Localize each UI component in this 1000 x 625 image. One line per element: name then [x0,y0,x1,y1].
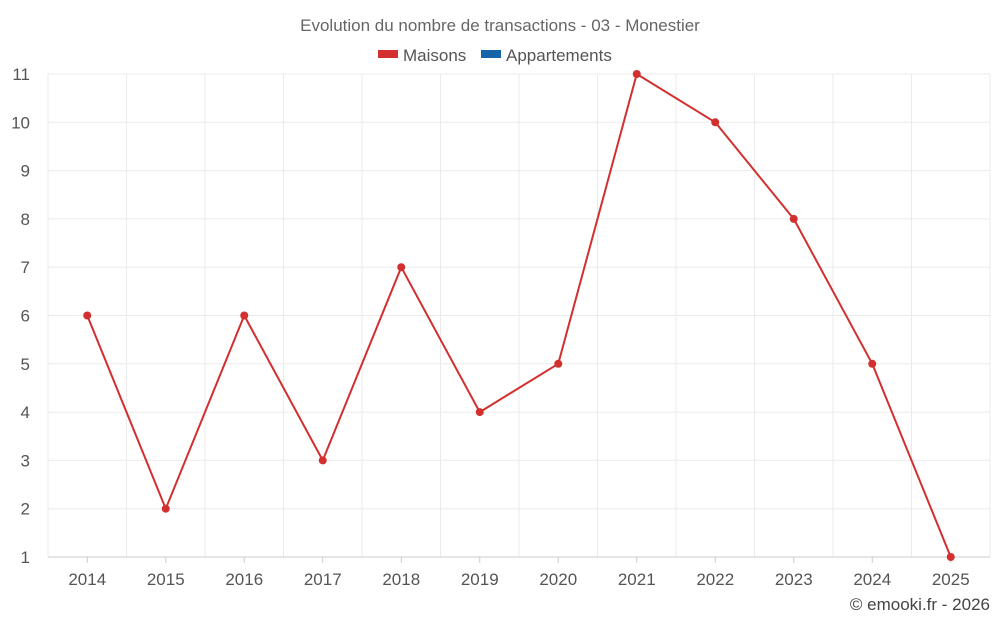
y-tick-label-9: 9 [21,162,30,181]
x-tick-label-2018: 2018 [382,570,420,589]
data-point-2023[interactable] [789,214,798,223]
data-point-2019[interactable] [475,408,484,417]
data-point-2025[interactable] [946,553,955,561]
data-point-2018[interactable] [397,263,406,272]
x-tick-label-2019: 2019 [461,570,499,589]
legend-swatch-appartements [481,50,501,58]
data-point-2015[interactable] [161,504,170,513]
x-tick-label-2023: 2023 [775,570,813,589]
data-point-2022[interactable] [711,118,720,127]
x-tick-label-2014: 2014 [68,570,106,589]
x-tick-label-2016: 2016 [225,570,263,589]
y-tick-label-6: 6 [21,307,30,326]
legend-label-appartements[interactable]: Appartements [506,46,612,65]
series-line-maisons [86,73,952,558]
y-tick-label-3: 3 [21,451,30,470]
y-tick-label-4: 4 [21,403,30,422]
axes: 1 2 3 4 5 6 7 8 9 10 11 2014 2015 2016 2017 2018 2019 202… [11,65,990,589]
credit-text: © emooki.fr - 2026 [850,595,990,614]
y-tick-label-5: 5 [21,355,30,374]
x-tick-label-2025: 2025 [932,570,970,589]
x-tick-label-2017: 2017 [304,570,342,589]
data-point-2016[interactable] [240,311,249,320]
data-point-2021[interactable] [632,70,641,78]
grid [47,73,991,557]
legend-label-maisons[interactable]: Maisons [403,46,466,65]
legend: Maisons Appartements [378,46,612,65]
x-tick-label-2020: 2020 [539,570,577,589]
data-point-2014[interactable] [83,311,92,320]
legend-swatch-maisons [378,50,398,58]
x-tick-label-2021: 2021 [618,570,656,589]
y-tick-label-1: 1 [21,548,30,567]
x-tick-label-2022: 2022 [696,570,734,589]
y-tick-label-10: 10 [11,113,30,132]
data-point-2017[interactable] [318,456,327,465]
y-tick-label-8: 8 [21,210,30,229]
y-tick-label-2: 2 [21,500,30,519]
x-tick-label-2024: 2024 [853,570,891,589]
data-point-2024[interactable] [868,359,877,368]
y-tick-label-7: 7 [21,258,30,277]
x-tick-label-2015: 2015 [147,570,185,589]
chart-title: Evolution du nombre de transactions - 03… [300,16,700,35]
series-maisons [83,70,955,561]
data-point-2020[interactable] [554,359,563,368]
y-tick-label-11: 11 [12,65,30,84]
